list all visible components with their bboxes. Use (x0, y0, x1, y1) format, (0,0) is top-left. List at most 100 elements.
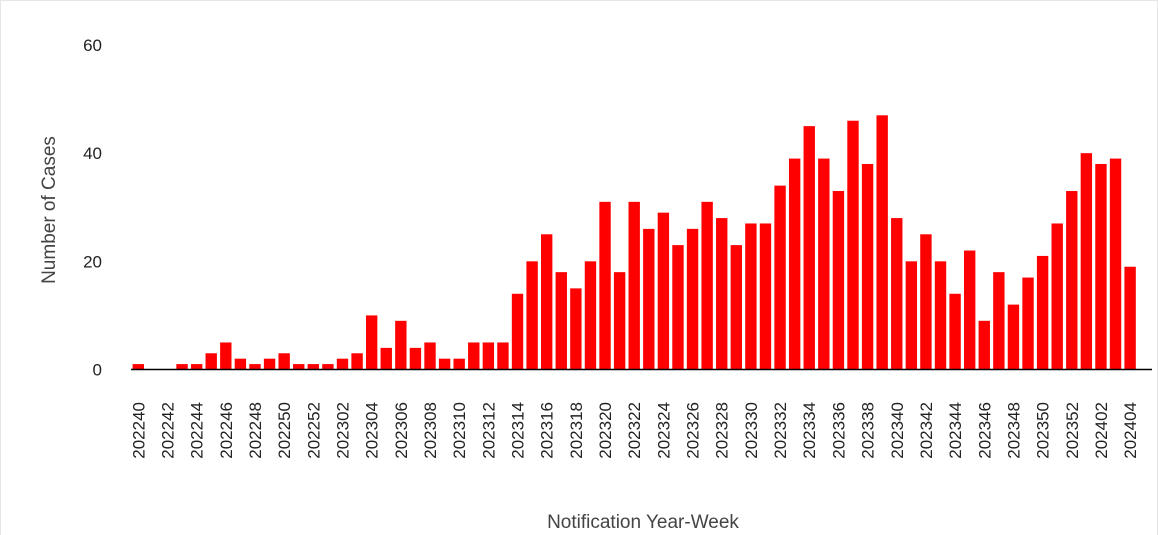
bar (1124, 266, 1136, 370)
x-tick-label: 202240 (129, 402, 148, 459)
bar (643, 228, 655, 370)
x-tick-label: 202316 (538, 402, 557, 459)
bar (132, 364, 144, 370)
bar (409, 347, 422, 370)
bar (759, 223, 772, 370)
bar (584, 261, 597, 370)
bar (613, 272, 626, 370)
bar (657, 212, 670, 370)
x-tick-label: 202312 (479, 402, 498, 459)
bar (1022, 277, 1034, 370)
bar (978, 320, 990, 370)
y-axis-title: Number of Cases (39, 136, 60, 284)
x-tick-label: 202252 (304, 402, 323, 459)
bar (934, 261, 947, 370)
bar (497, 342, 509, 370)
bar (993, 272, 1005, 370)
x-tick-label: 202242 (158, 402, 177, 459)
bar (1095, 163, 1107, 370)
x-tick-label: 202310 (450, 402, 469, 459)
bar (716, 218, 728, 370)
y-tick-label: 40 (83, 144, 102, 163)
bar (555, 272, 567, 370)
bar (380, 347, 392, 370)
bar (949, 293, 961, 370)
bar (730, 245, 742, 370)
x-tick-label: 202308 (421, 402, 440, 459)
bar (920, 234, 932, 370)
x-tick-label: 202250 (275, 402, 294, 459)
bar (541, 234, 553, 370)
bar (424, 342, 436, 370)
x-tick-label: 202332 (771, 402, 790, 459)
x-tick-label: 202248 (246, 402, 265, 459)
x-tick-label: 202330 (742, 402, 761, 459)
x-tick-label: 202306 (392, 402, 411, 459)
bar (701, 201, 713, 370)
bar (672, 245, 684, 370)
y-tick-label: 20 (83, 252, 102, 271)
x-tick-label: 202328 (713, 402, 732, 459)
x-tick-label: 202326 (684, 402, 703, 459)
bar (803, 126, 815, 370)
x-tick-label: 202402 (1092, 402, 1111, 459)
bar (395, 320, 407, 370)
bar (1080, 153, 1093, 370)
x-tick-label: 202244 (188, 402, 207, 459)
x-tick-label: 202352 (1063, 402, 1082, 459)
bar (861, 163, 874, 370)
bar (818, 158, 830, 370)
bar (963, 250, 976, 370)
bar (905, 261, 918, 370)
y-tick-label: 60 (83, 36, 102, 55)
x-tick-label: 202304 (363, 402, 382, 459)
bar (365, 315, 378, 370)
bar (336, 358, 349, 370)
bar (774, 185, 786, 370)
bar (438, 358, 451, 370)
x-tick-label: 202344 (946, 402, 965, 459)
bar (526, 261, 538, 370)
x-tick-label: 202302 (333, 402, 352, 459)
bar (570, 288, 582, 370)
x-tick-label: 202320 (596, 402, 615, 459)
x-tick-label: 202322 (625, 402, 644, 459)
bar (1066, 191, 1078, 370)
bar (1109, 158, 1122, 370)
x-tick-label: 202318 (567, 402, 586, 459)
bar (1036, 255, 1049, 370)
x-tick-label: 202246 (217, 402, 236, 459)
bar (351, 353, 363, 370)
bar (599, 201, 611, 370)
x-tick-label: 202336 (829, 402, 848, 459)
bar (832, 191, 845, 370)
x-tick-label: 202404 (1121, 402, 1140, 459)
bar (322, 364, 334, 370)
bar (468, 342, 480, 370)
bar (1007, 304, 1020, 370)
bar (234, 358, 247, 370)
x-tick-label: 202342 (917, 402, 936, 459)
bar (278, 353, 290, 370)
bar (220, 342, 232, 370)
bar-series (132, 115, 1136, 370)
bar (482, 342, 495, 370)
chart-frame-left (0, 0, 1, 535)
x-tick-label: 202340 (888, 402, 907, 459)
bar (176, 364, 188, 370)
bar (847, 120, 859, 370)
bar (190, 364, 203, 370)
x-tick-label: 202324 (654, 402, 673, 459)
x-axis-title: Notification Year-Week (547, 512, 739, 533)
bar (205, 353, 217, 370)
bar (249, 364, 261, 370)
bar (876, 115, 888, 370)
x-tick-label: 202338 (859, 402, 878, 459)
bar (686, 228, 699, 370)
bar (307, 364, 320, 370)
bar (745, 223, 757, 370)
x-tick-label: 202348 (1004, 402, 1023, 459)
bar (891, 218, 903, 370)
x-tick-label: 202314 (509, 402, 528, 459)
